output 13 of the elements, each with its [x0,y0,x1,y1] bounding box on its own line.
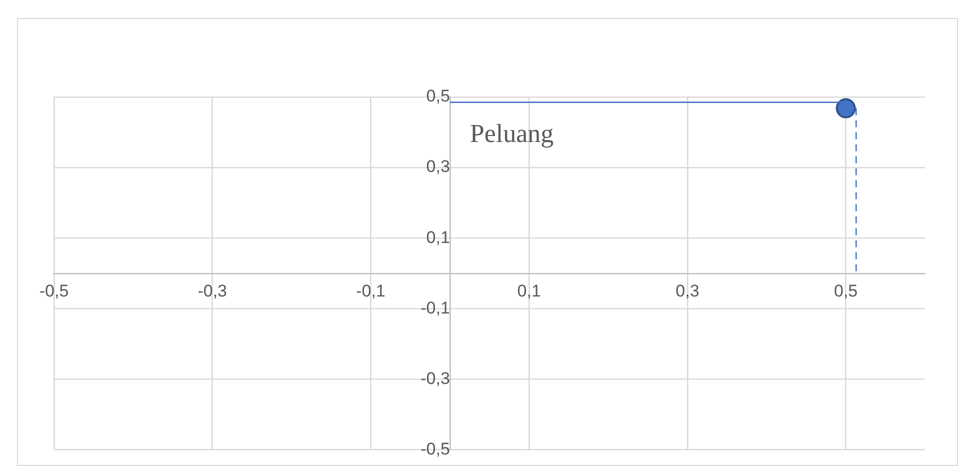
x-tick-label: 0,3 [676,281,700,300]
x-tick-label: -0,1 [356,281,386,300]
annotation: Peluang [470,118,554,148]
y-tick-label: -0,1 [420,298,450,318]
y-tick-label: -0,5 [420,439,450,458]
x-tick-label: 0,5 [834,281,858,300]
x-tick-label: -0,3 [198,281,228,300]
x-tick-label: 0,1 [517,281,541,300]
x-tick-label: -0,5 [39,281,69,300]
y-tick-label: 0,1 [426,228,450,247]
y-tick-label: -0,3 [420,368,450,388]
y-tick-label: 0,5 [426,86,450,106]
y-tick-label: 0,3 [426,157,450,176]
